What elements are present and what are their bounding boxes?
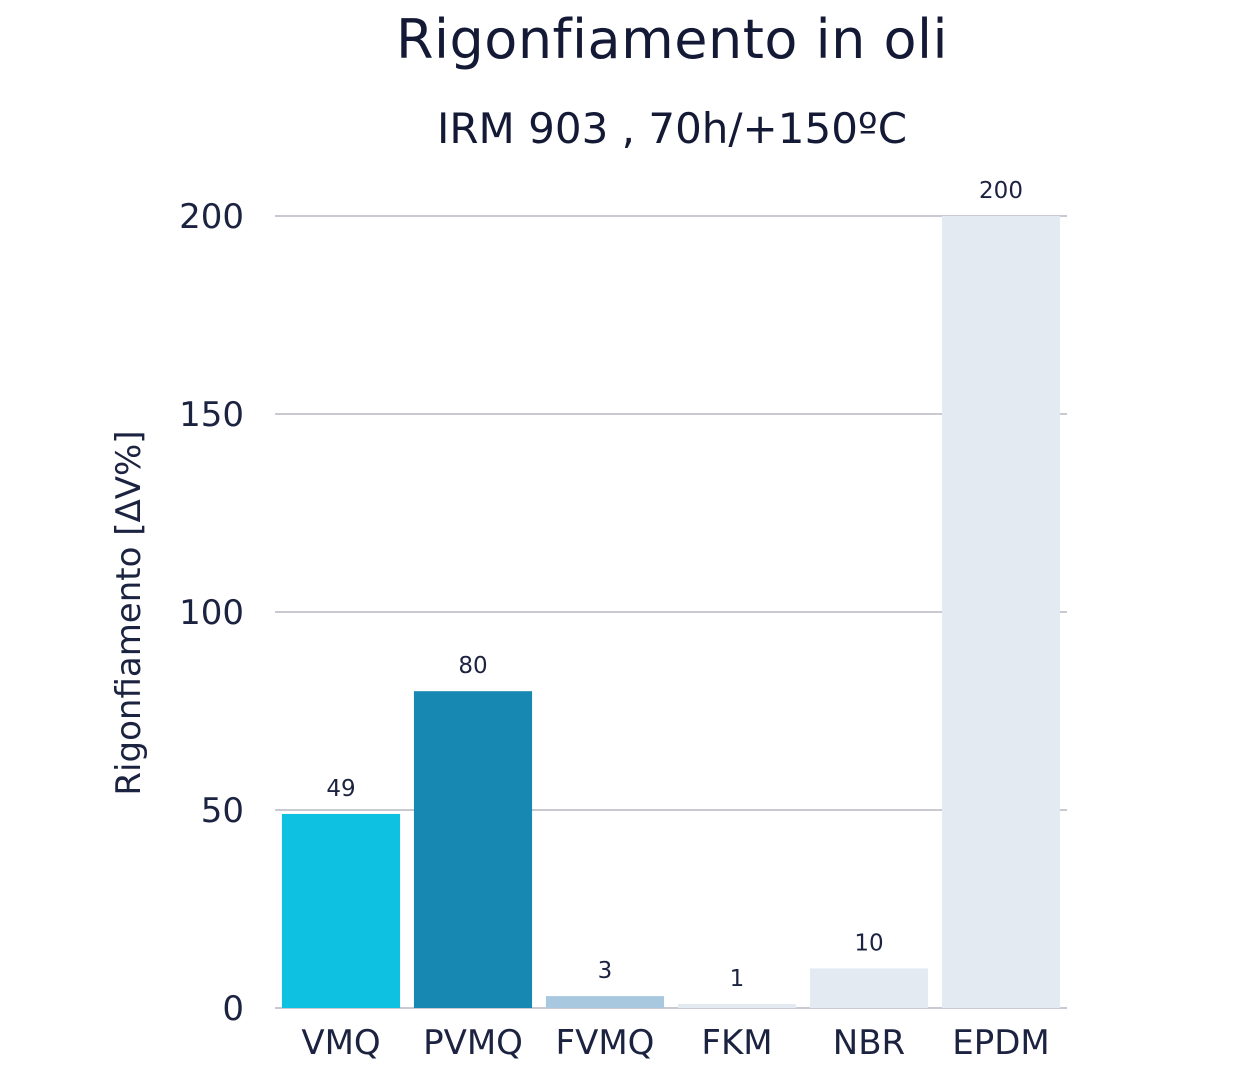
y-tick-label: 50 — [201, 791, 244, 831]
bar-vmq — [281, 813, 401, 1008]
x-axis-ticks: VMQ PVMQ FVMQ FKM NBR EPDM — [301, 1023, 1049, 1063]
x-tick-label-fvmq: FVMQ — [556, 1023, 655, 1063]
chart-title: Rigonfiamento in oli — [395, 8, 949, 71]
chart-subtitle: IRM 903 , 70h/+150ºC — [436, 104, 908, 153]
x-tick-label-nbr: NBR — [833, 1023, 905, 1063]
bar-fkm — [677, 1004, 797, 1008]
bar-pvmq — [413, 691, 533, 1008]
data-label-pvmq: 80 — [458, 653, 487, 679]
data-label-fkm: 1 — [730, 966, 745, 992]
bars — [281, 216, 1061, 1008]
gridlines — [275, 215, 1067, 1009]
data-labels: 49 80 3 1 10 200 — [326, 178, 1023, 992]
x-tick-label-pvmq: PVMQ — [423, 1023, 523, 1063]
x-tick-label-fkm: FKM — [701, 1023, 772, 1063]
y-tick-label: 0 — [222, 989, 244, 1029]
y-tick-label: 200 — [179, 197, 244, 237]
data-label-fvmq: 3 — [598, 958, 613, 984]
data-label-epdm: 200 — [979, 178, 1023, 204]
y-tick-label: 150 — [179, 395, 244, 435]
y-axis-ticks: 0 50 100 150 200 — [179, 197, 244, 1029]
y-tick-label: 100 — [179, 593, 244, 633]
x-tick-label-epdm: EPDM — [952, 1023, 1050, 1063]
x-tick-label-vmq: VMQ — [301, 1023, 380, 1063]
bar-epdm — [941, 216, 1061, 1008]
y-axis-title: Rigonfiamento [ΔV%] — [109, 430, 149, 795]
data-label-vmq: 49 — [326, 776, 355, 802]
bar-nbr — [809, 968, 929, 1008]
data-label-nbr: 10 — [854, 930, 883, 956]
bar-fvmq — [545, 996, 665, 1008]
